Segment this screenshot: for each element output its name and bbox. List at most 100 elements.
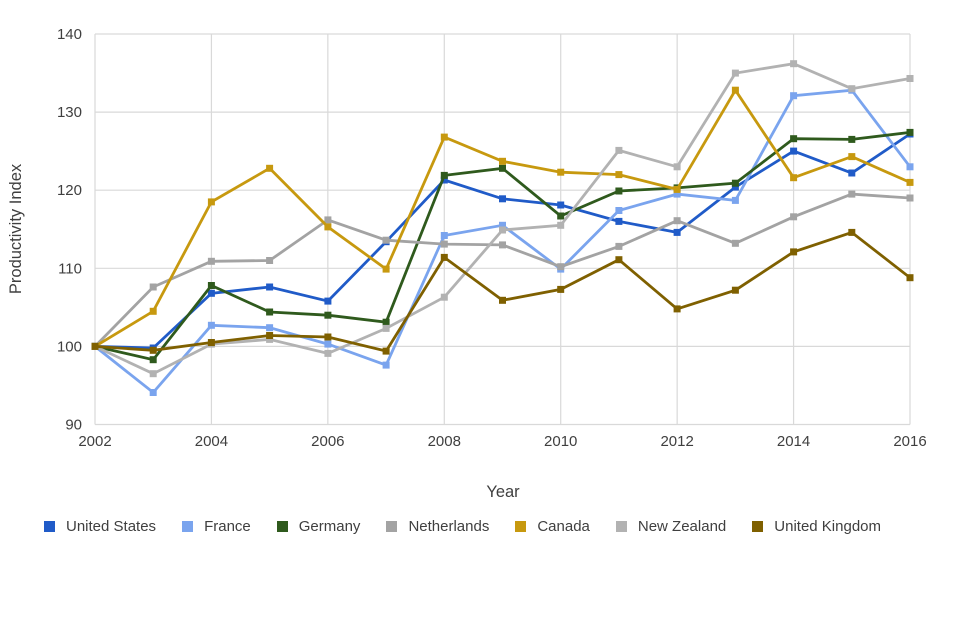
data-point-marker-france <box>440 232 448 239</box>
data-point-marker-germany <box>848 135 856 143</box>
data-point-marker-germany <box>906 128 914 136</box>
data-point-marker-netherlands <box>906 194 914 202</box>
legend-swatch-netherlands <box>386 521 398 532</box>
data-point-marker-united-kingdom <box>91 342 99 350</box>
data-point-marker-united-states <box>731 183 739 191</box>
series-line-netherlands <box>94 192 911 348</box>
data-point-marker-new-zealand <box>673 163 681 171</box>
data-point-marker-france <box>382 361 390 369</box>
data-point-marker-united-states <box>440 176 448 184</box>
data-point-marker-canada <box>906 178 914 186</box>
data-point-marker-france <box>149 389 157 396</box>
data-point-marker-new-zealand <box>731 69 739 77</box>
y-tick-label: 130 <box>57 104 82 121</box>
data-point-marker-new-zealand <box>382 324 390 332</box>
data-point-marker-france <box>324 340 332 348</box>
legend-label-united-states: United States <box>66 518 157 535</box>
legend-label-united-kingdom: United Kingdom <box>774 518 881 535</box>
data-point-marker-germany <box>440 171 448 179</box>
data-point-marker-germany <box>557 212 565 220</box>
data-point-marker-united-states <box>499 195 506 203</box>
y-tick-label: 100 <box>57 338 82 355</box>
data-point-marker-united-kingdom <box>266 332 274 339</box>
data-point-marker-new-zealand <box>149 370 157 378</box>
data-point-marker-united-states <box>848 169 856 177</box>
x-tick-label: 2012 <box>660 433 693 450</box>
legend-label-new-zealand: New Zealand <box>637 518 727 535</box>
y-axis-title: Productivity Index <box>7 163 25 294</box>
data-point-marker-france <box>207 321 215 329</box>
data-point-marker-united-kingdom <box>557 285 565 293</box>
legend-swatch-france <box>182 521 194 532</box>
data-point-marker-netherlands <box>324 216 332 224</box>
x-tick-label: 2006 <box>311 433 344 450</box>
data-point-marker-new-zealand <box>790 60 798 68</box>
data-point-marker-netherlands <box>790 213 798 221</box>
data-point-marker-netherlands <box>440 240 448 248</box>
data-point-marker-united-kingdom <box>615 256 623 264</box>
x-tick-label: 2014 <box>777 433 810 450</box>
data-point-marker-united-kingdom <box>790 248 798 256</box>
data-point-marker-united-kingdom <box>731 286 739 294</box>
x-tick-label: 2010 <box>544 433 577 450</box>
data-point-marker-united-kingdom <box>848 228 856 236</box>
data-point-marker-new-zealand <box>440 293 448 301</box>
data-point-marker-canada <box>790 174 798 182</box>
data-point-marker-new-zealand <box>324 349 332 357</box>
data-point-marker-canada <box>207 198 215 206</box>
data-point-marker-netherlands <box>149 283 157 291</box>
data-point-marker-germany <box>790 135 798 143</box>
data-point-marker-canada <box>615 171 623 179</box>
legend-swatch-new-zealand <box>615 521 627 532</box>
data-point-marker-canada <box>324 223 332 231</box>
data-point-marker-germany <box>149 356 157 364</box>
data-point-marker-united-states <box>266 283 274 291</box>
x-tick-label: 2004 <box>195 433 228 450</box>
y-tick-label: 110 <box>58 260 82 277</box>
data-point-marker-netherlands <box>499 241 506 249</box>
data-point-marker-france <box>790 92 798 100</box>
data-point-marker-united-states <box>673 228 681 236</box>
data-point-marker-germany <box>499 164 506 172</box>
legend-swatch-united-states <box>44 521 55 532</box>
data-point-marker-new-zealand <box>266 335 274 343</box>
data-point-marker-germany <box>731 179 739 187</box>
data-point-marker-netherlands <box>266 257 274 264</box>
legend-swatch-united-kingdom <box>752 521 764 532</box>
data-point-marker-france <box>906 163 914 171</box>
data-point-marker-netherlands <box>731 239 739 247</box>
data-point-marker-germany <box>207 282 215 289</box>
data-point-marker-united-states <box>207 289 215 297</box>
data-point-marker-united-kingdom <box>324 333 332 341</box>
legend-label-netherlands: Netherlands <box>408 518 490 535</box>
data-point-marker-germany <box>324 311 332 319</box>
legend-item-united-states: United States <box>44 518 156 535</box>
data-point-marker-new-zealand <box>906 75 914 82</box>
data-point-marker-united-kingdom <box>499 296 506 304</box>
data-point-marker-united-states <box>324 297 332 305</box>
legend-item-netherlands: Netherlands <box>386 518 489 535</box>
data-point-marker-united-states <box>790 147 798 155</box>
legend-item-new-zealand: New Zealand <box>615 518 727 535</box>
data-point-marker-netherlands <box>673 217 681 225</box>
legend-item-france: France <box>182 518 251 535</box>
data-point-marker-new-zealand <box>848 85 856 93</box>
data-point-marker-united-kingdom <box>207 339 215 346</box>
data-point-marker-france <box>499 221 506 229</box>
data-point-marker-united-kingdom <box>673 305 681 313</box>
data-point-marker-united-kingdom <box>906 274 914 282</box>
series-line-france <box>94 88 912 395</box>
data-point-marker-france <box>615 207 623 214</box>
legend-item-germany: Germany <box>276 518 361 535</box>
chart-series <box>91 60 914 396</box>
data-point-marker-germany <box>382 318 390 326</box>
y-tick-label: 140 <box>57 26 82 43</box>
data-point-marker-france <box>673 190 681 198</box>
y-tick-label: 120 <box>57 182 82 199</box>
data-point-marker-united-kingdom <box>149 346 157 354</box>
data-point-marker-canada <box>673 185 681 193</box>
chart-gridlines <box>94 33 911 426</box>
data-point-marker-canada <box>731 86 739 94</box>
legend-label-germany: Germany <box>298 518 361 535</box>
